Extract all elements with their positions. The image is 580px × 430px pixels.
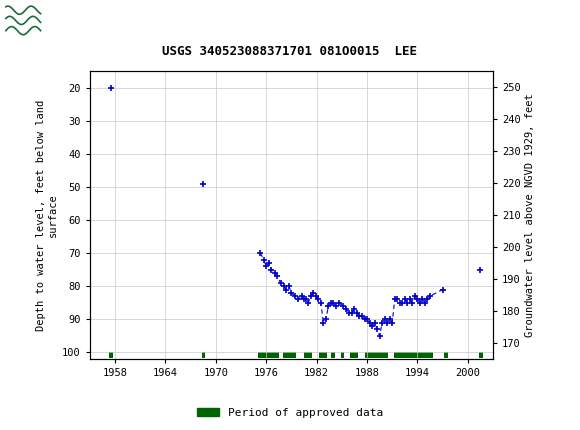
- Text: USGS: USGS: [46, 12, 102, 29]
- Bar: [331, 353, 335, 358]
- Y-axis label: Depth to water level, feet below land
surface: Depth to water level, feet below land su…: [37, 99, 58, 331]
- Bar: [304, 353, 313, 358]
- Bar: [444, 353, 448, 358]
- Text: USGS 340523088371701 081O0015  LEE: USGS 340523088371701 081O0015 LEE: [162, 45, 418, 58]
- Bar: [319, 353, 327, 358]
- Bar: [364, 353, 388, 358]
- Y-axis label: Groundwater level above NGVD 1929, feet: Groundwater level above NGVD 1929, feet: [525, 93, 535, 337]
- Bar: [258, 353, 279, 358]
- Bar: [341, 353, 345, 358]
- Bar: [283, 353, 296, 358]
- Bar: [109, 353, 114, 358]
- Bar: [202, 353, 205, 358]
- Bar: [478, 353, 483, 358]
- Bar: [350, 353, 358, 358]
- FancyBboxPatch shape: [3, 2, 78, 39]
- Legend: Period of approved data: Period of approved data: [193, 403, 387, 422]
- Bar: [394, 353, 433, 358]
